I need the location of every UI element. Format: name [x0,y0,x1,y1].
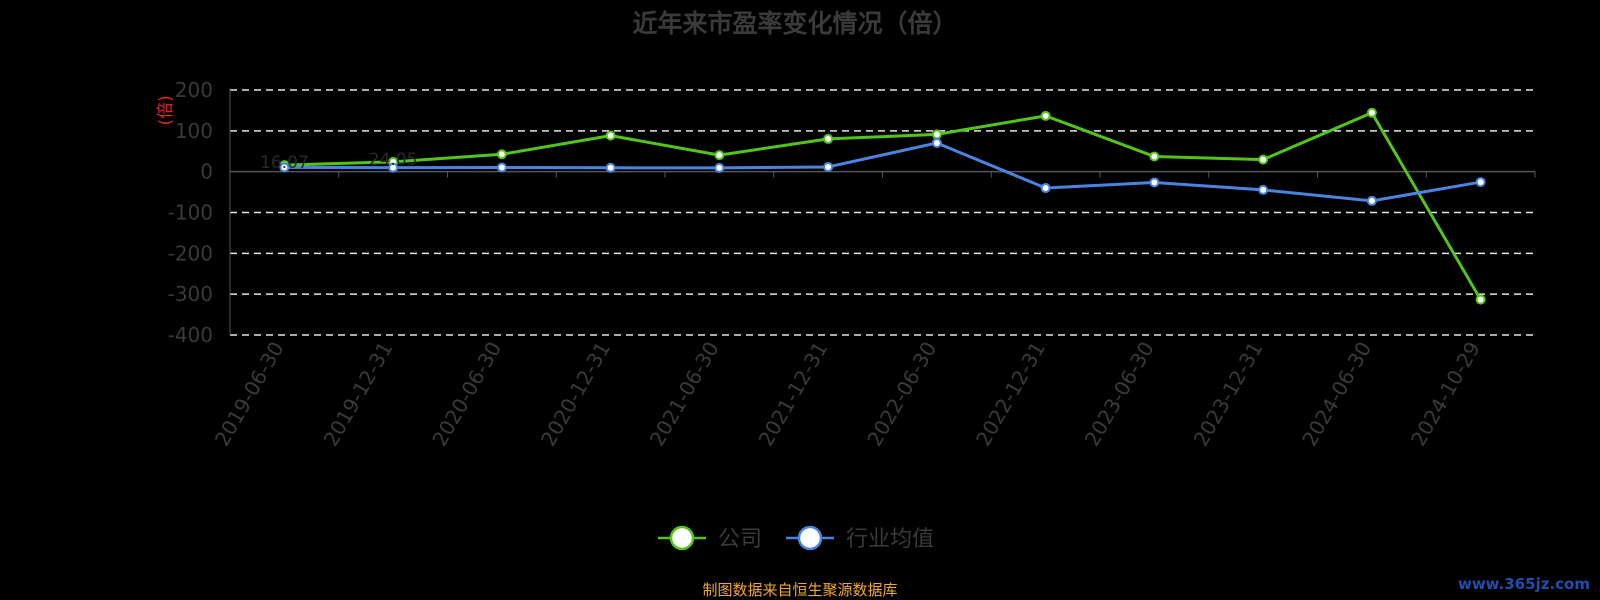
legend-item-1[interactable]: 行业均值 [786,525,934,552]
x-tick-label: 2022-12-31 [971,338,1050,451]
data-point[interactable] [714,162,725,173]
x-axis [229,88,1536,335]
data-point[interactable] [1040,110,1051,121]
data-point[interactable] [823,161,834,172]
data-point[interactable] [1040,183,1051,194]
x-tick-label: 2020-12-31 [536,338,615,451]
data-label: 16.07 [260,153,309,173]
y-unit-text: (倍) [156,95,176,125]
x-axis-ticks: 2019-06-30 2019-12-31 2020-06-30 2020-12-31… [210,338,1485,451]
data-point[interactable] [714,150,725,161]
y-tick-label: -200 [168,241,213,265]
data-point[interactable] [1149,151,1160,162]
x-tick-label: 2022-06-30 [862,338,941,451]
data-point[interactable] [1366,195,1377,206]
data-label: 24.05 [369,150,418,170]
legend-marker [797,525,823,551]
legend[interactable]: 公司 行业均值 [658,525,934,552]
data-point[interactable] [1475,177,1486,188]
legend-item-0[interactable]: 公司 [658,525,762,552]
data-point[interactable] [605,130,616,141]
x-tick-label: 2021-12-31 [754,338,833,451]
series-line-0 [284,111,1482,301]
data-source-note: 制图数据来自恒生聚源数据库 [702,581,898,599]
series-line-1 [284,141,1481,203]
x-tick-label: 2020-06-30 [427,338,506,451]
x-tick-label: 2024-10-29 [1406,338,1485,451]
x-tick-label: 2024-06-30 [1297,338,1376,451]
data-point[interactable] [605,162,616,173]
y-tick-label: 200 [175,78,213,102]
data-point[interactable] [279,162,290,173]
x-tick-label: 2019-06-30 [210,338,289,451]
legend-label: 公司 [718,527,762,552]
data-point[interactable] [388,162,399,173]
data-point[interactable] [1258,184,1269,195]
watermark[interactable]: www.365jz.com [1457,575,1590,593]
x-tick-label: 2021-06-30 [645,338,724,451]
x-tick-label: 2023-12-31 [1189,338,1268,451]
data-labels: 16.07 24.05 [260,150,417,173]
y-tick-label: 100 [175,119,213,143]
data-point[interactable] [1366,107,1377,118]
data-point[interactable] [496,162,507,173]
series-lines [279,107,1486,305]
y-unit-label: (倍) [156,95,176,125]
y-tick-label: 0 [200,160,213,184]
data-point[interactable] [1149,177,1160,188]
legend-label: 行业均值 [846,527,934,552]
data-point[interactable] [931,129,942,140]
y-axis-ticks: 200 100 0 -100 -200 -300 -400 [168,78,213,347]
data-point[interactable] [1258,154,1269,165]
y-tick-label: -100 [168,201,213,225]
data-point[interactable] [1475,294,1486,305]
data-point[interactable] [823,133,834,144]
y-tick-label: -400 [168,323,213,347]
grid-lines [230,89,1535,336]
x-tick-label: 2019-12-31 [319,338,398,451]
chart-title: 近年来市盈率变化情况（倍） [632,9,957,38]
data-point[interactable] [931,137,942,148]
data-point[interactable] [496,149,507,160]
y-tick-label: -300 [168,282,213,306]
legend-marker [669,525,695,551]
x-tick-label: 2023-06-30 [1080,338,1159,451]
